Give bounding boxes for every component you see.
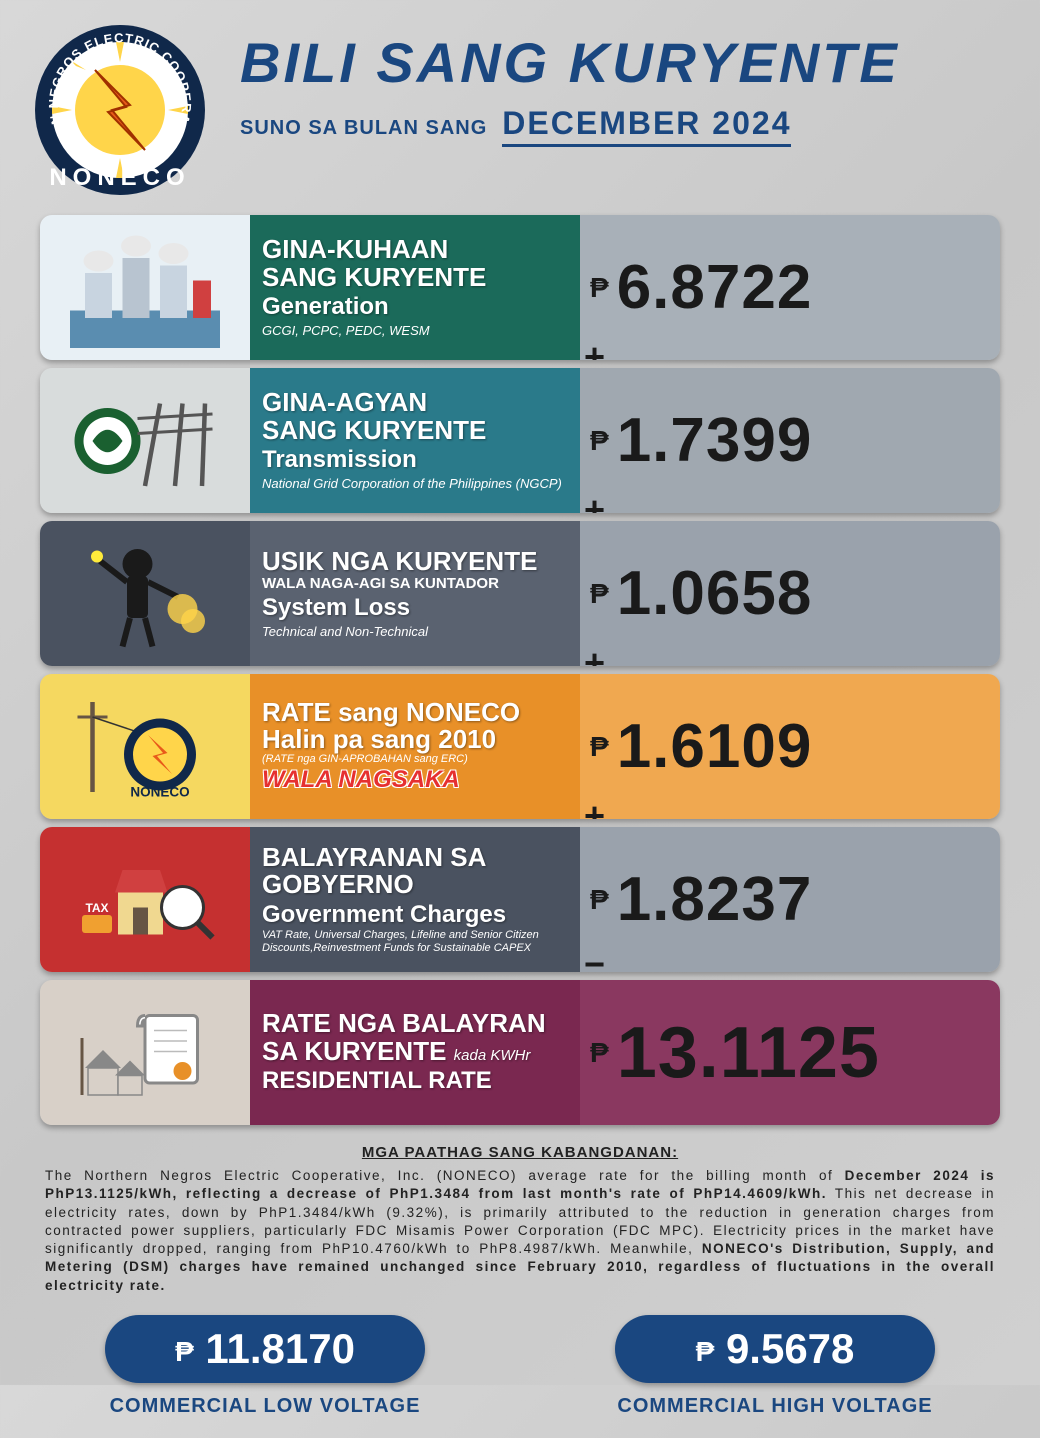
rate-row-transmission: GINA-AGYANSANG KURYENTETransmission Natio… — [40, 368, 1000, 513]
peso-sign: ₱ — [590, 884, 609, 916]
row-subtitle: RESIDENTIAL RATE — [262, 1067, 568, 1095]
row-value: ₱ 1.6109 — [580, 674, 1000, 819]
amount: 1.6109 — [617, 711, 813, 782]
amount: 6.8722 — [617, 252, 813, 323]
row-icon-transmission — [40, 368, 250, 513]
billing-month: DECEMBER 2024 — [502, 105, 791, 147]
row-detail: (RATE nga GIN-APROBAHAN sang ERC) — [262, 753, 568, 766]
row-title: GINA-KUHAAN — [262, 236, 568, 263]
row-label: BALAYRANAN SAGOBYERNO Government ChargesV… — [250, 827, 580, 972]
rate-row-systemloss: USIK NGA KURYENTEWALA NAGA-AGI SA KUNTAD… — [40, 521, 1000, 666]
row-title-2: Halin pa sang 2010 — [262, 726, 568, 753]
row-icon-government: TAX — [40, 827, 250, 972]
row-subtitle: Transmission — [262, 446, 568, 474]
amount: 1.7399 — [617, 405, 813, 476]
row-detail: Technical and Non-Technical — [262, 624, 568, 640]
wala-nagsaka: WALA NAGSAKA — [262, 766, 568, 794]
row-detail: National Grid Corporation of the Philipp… — [262, 476, 568, 492]
footer: ₱ 11.8170 COMMERCIAL LOW VOLTAGE ₱ 9.567… — [0, 1305, 1040, 1438]
notes-section: MGA PAATHAG SANG KABANGDANAN: The Northe… — [0, 1133, 1040, 1305]
amount: 13.1125 — [617, 1012, 880, 1094]
svg-text:NONECO: NONECO — [130, 784, 189, 799]
peso-sign: ₱ — [590, 425, 609, 457]
commercial-high-label: COMMERCIAL HIGH VOLTAGE — [550, 1395, 1000, 1418]
row-title: RATE sang NONECO — [262, 699, 568, 726]
rate-breakdown: GINA-KUHAANSANG KURYENTEGenerationGCGI, … — [0, 215, 1040, 1125]
row-label: RATE NGA BALAYRANSA KURYENTE kada KWHrRE… — [250, 980, 580, 1125]
row-title-2: SANG KURYENTE — [262, 417, 568, 444]
peso-sign: ₱ — [590, 1037, 609, 1069]
svg-text:TAX: TAX — [85, 901, 108, 915]
subtitle: SUNO SA BULAN SANG — [240, 117, 487, 140]
row-subtitle: Generation — [262, 293, 568, 321]
noneco-logo: NORTHERN NEGROS ELECTRIC COOPERATIVE, IN… — [30, 20, 210, 200]
row-title: RATE NGA BALAYRAN — [262, 1010, 568, 1037]
operator-icon: + — [584, 336, 605, 360]
row-title: BALAYRANAN SA — [262, 844, 568, 871]
commercial-low: ₱ 11.8170 COMMERCIAL LOW VOLTAGE — [40, 1315, 490, 1418]
commercial-high: ₱ 9.5678 COMMERCIAL HIGH VOLTAGE — [550, 1315, 1000, 1418]
row-label: GINA-AGYANSANG KURYENTETransmission Natio… — [250, 368, 580, 513]
header-text: BILI SANG KURYENTE SUNO SA BULAN SANG DE… — [210, 20, 1000, 147]
row-value: ₱ 1.8237 — [580, 827, 1000, 972]
row-icon-systemloss — [40, 521, 250, 666]
peso-sign: ₱ — [590, 272, 609, 304]
commercial-low-label: COMMERCIAL LOW VOLTAGE — [40, 1395, 490, 1418]
row-value: ₱ 13.1125 — [580, 980, 1000, 1125]
row-value: ₱ 6.8722 — [580, 215, 1000, 360]
row-title-2: GOBYERNO — [262, 871, 568, 898]
row-label: GINA-KUHAANSANG KURYENTEGeneration GCGI, … — [250, 215, 580, 360]
amount: 1.8237 — [617, 864, 813, 935]
commercial-high-value: ₱ 9.5678 — [615, 1315, 935, 1383]
notes-body: The Northern Negros Electric Cooperative… — [45, 1167, 995, 1295]
row-title-2: SANG KURYENTE — [262, 264, 568, 291]
row-label: RATE sang NONECOHalin pa sang 2010(RATE … — [250, 674, 580, 819]
operator-icon: = — [584, 948, 605, 972]
row-title: USIK NGA KURYENTE — [262, 548, 568, 575]
rate-row-government: TAX BALAYRANAN SAGOBYERNO Government Char… — [40, 827, 1000, 972]
row-title-2: WALA NAGA-AGI SA KUNTADOR — [262, 575, 568, 592]
commercial-low-value: ₱ 11.8170 — [105, 1315, 425, 1383]
operator-icon: + — [584, 489, 605, 513]
rate-row-residential: RATE NGA BALAYRANSA KURYENTE kada KWHrRE… — [40, 980, 1000, 1125]
row-value: ₱ 1.0658 — [580, 521, 1000, 666]
row-title-2: SA KURYENTE kada KWHr — [262, 1038, 568, 1065]
row-detail: GCGI, PCPC, PEDC, WESM — [262, 323, 568, 339]
peso-sign: ₱ — [590, 578, 609, 610]
peso-sign: ₱ — [590, 731, 609, 763]
operator-icon: + — [584, 642, 605, 666]
svg-text:NONECO: NONECO — [49, 164, 190, 191]
page-title: BILI SANG KURYENTE — [240, 30, 1000, 95]
amount: 1.0658 — [617, 558, 813, 629]
rate-row-generation: GINA-KUHAANSANG KURYENTEGeneration GCGI, … — [40, 215, 1000, 360]
operator-icon: + — [584, 795, 605, 819]
row-icon-residential — [40, 980, 250, 1125]
header: NORTHERN NEGROS ELECTRIC COOPERATIVE, IN… — [0, 0, 1040, 210]
rate-row-noneco-rate: NONECO RATE sang NONECOHalin pa sang 201… — [40, 674, 1000, 819]
row-subtitle: Government Charges — [262, 901, 568, 929]
row-title: GINA-AGYAN — [262, 389, 568, 416]
row-detail: VAT Rate, Universal Charges, Lifeline an… — [262, 929, 568, 955]
row-subtitle: System Loss — [262, 594, 568, 622]
row-icon-generation — [40, 215, 250, 360]
row-label: USIK NGA KURYENTEWALA NAGA-AGI SA KUNTAD… — [250, 521, 580, 666]
row-value: ₱ 1.7399 — [580, 368, 1000, 513]
notes-title: MGA PAATHAG SANG KABANGDANAN: — [45, 1143, 995, 1163]
row-icon-noneco-rate: NONECO — [40, 674, 250, 819]
